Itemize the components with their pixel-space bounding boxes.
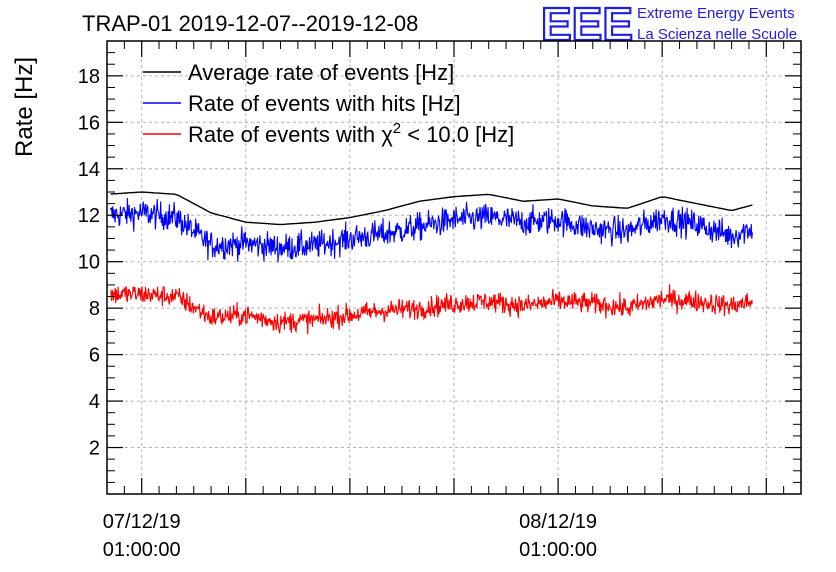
y-tick-label: 8	[89, 298, 100, 320]
y-tick-label: 2	[89, 438, 100, 460]
series-layer	[109, 191, 753, 335]
series-line-average	[110, 191, 753, 226]
axis-ticks	[106, 41, 802, 494]
logo-line-2: La Scienza nelle Scuole	[637, 26, 797, 43]
chart-title: TRAP-01 2019-12-07--2019-12-08	[82, 11, 418, 36]
eee-logo: EEE Extreme Energy Events La Scienza nel…	[540, 0, 797, 51]
y-axis-label: Rate [Hz]	[11, 57, 38, 157]
y-tick-labels: 2 4 6 8 10 12 14 16 18	[78, 66, 100, 460]
legend: Average rate of events [Hz] Rate of event…	[143, 60, 514, 147]
x-tick-label-date: 07/12/19	[103, 511, 181, 533]
legend-label: Rate of events with hits [Hz]	[188, 91, 461, 116]
logo-line-1: Extreme Energy Events	[637, 5, 795, 22]
x-tick-label-date: 08/12/19	[519, 511, 597, 533]
y-tick-label: 12	[78, 205, 100, 227]
y-tick-label: 18	[78, 66, 100, 88]
y-tick-label: 4	[89, 391, 100, 413]
eee-logo-mark: EEE	[541, 0, 633, 50]
series-line-hits	[109, 197, 753, 263]
x-tick-label-time: 01:00:00	[103, 539, 181, 561]
series-line-chi2	[110, 284, 753, 335]
y-tick-label: 14	[78, 159, 100, 181]
legend-label: Rate of events with χ2 < 10.0 [Hz]	[188, 120, 514, 147]
x-tick-labels: 07/12/19 01:00:00 08/12/19 01:00:00	[103, 511, 597, 561]
y-tick-label: 6	[89, 345, 100, 367]
x-tick-label-time: 01:00:00	[519, 539, 597, 561]
y-tick-label: 16	[78, 112, 100, 134]
y-tick-label: 10	[78, 252, 100, 274]
legend-label: Average rate of events [Hz]	[188, 60, 454, 85]
